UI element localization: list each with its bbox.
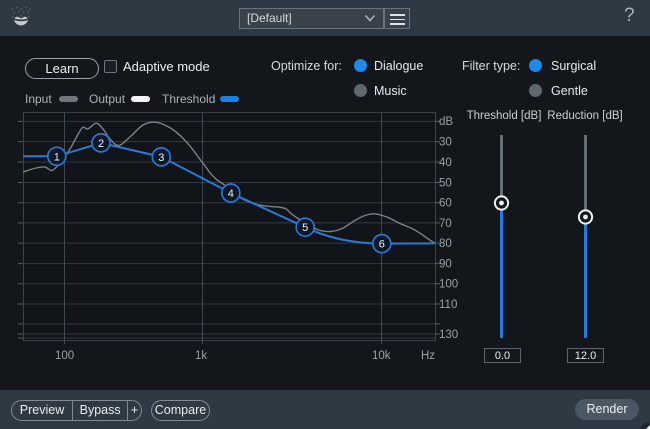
svg-text:30: 30 bbox=[439, 137, 452, 149]
svg-text:dB: dB bbox=[439, 116, 453, 128]
svg-text:6: 6 bbox=[379, 239, 385, 251]
svg-text:80: 80 bbox=[439, 238, 452, 250]
svg-text:40: 40 bbox=[439, 157, 452, 169]
svg-text:100: 100 bbox=[439, 279, 458, 291]
svg-text:50: 50 bbox=[439, 178, 452, 190]
svg-text:90: 90 bbox=[439, 259, 452, 271]
svg-text:130: 130 bbox=[439, 329, 458, 341]
svg-text:60: 60 bbox=[439, 198, 452, 210]
svg-text:70: 70 bbox=[439, 218, 452, 230]
svg-text:1: 1 bbox=[54, 151, 60, 163]
svg-text:3: 3 bbox=[158, 152, 164, 164]
svg-text:4: 4 bbox=[228, 188, 234, 200]
svg-text:5: 5 bbox=[302, 222, 308, 234]
svg-text:110: 110 bbox=[439, 299, 457, 311]
svg-text:2: 2 bbox=[98, 138, 104, 150]
